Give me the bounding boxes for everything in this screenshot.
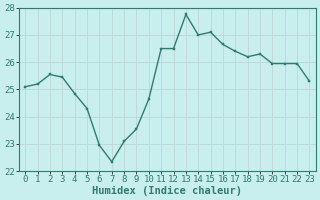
X-axis label: Humidex (Indice chaleur): Humidex (Indice chaleur) xyxy=(92,186,242,196)
